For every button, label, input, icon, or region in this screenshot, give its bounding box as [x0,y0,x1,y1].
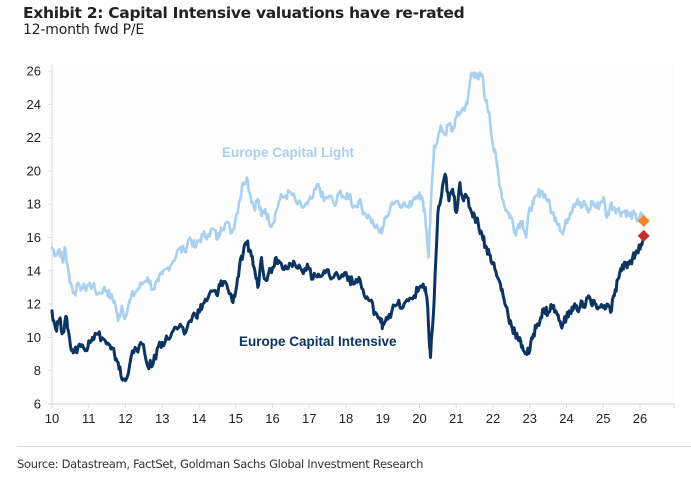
series-lines [50,71,646,383]
chart-title: Exhibit 2: Capital Intensive valuations … [23,4,465,22]
y-axis: 6 8 10 12 14 16 18 20 22 24 26 [27,64,53,412]
source-note: Source: Datastream, FactSet, Goldman Sac… [17,457,424,471]
series-line-europe-capital-intensive [50,172,646,383]
x-tick-label: 21 [449,411,463,426]
y-tick-label: 14 [27,263,41,278]
y-tick-label: 16 [27,230,41,245]
x-tick-label: 23 [523,411,537,426]
series-label-capital-light: Europe Capital Light [222,145,355,160]
x-tick-label: 18 [339,411,353,426]
end-markers [637,214,650,242]
y-tick-label: 22 [27,130,41,145]
end-marker-europe-capital-intensive [637,229,650,242]
y-tick-label: 18 [27,197,41,212]
x-tick-label: 22 [486,411,500,426]
x-tick-label: 11 [82,411,96,426]
y-tick-label: 20 [27,163,41,178]
end-marker-europe-capital-light [637,214,650,227]
x-tick-label: 25 [596,411,610,426]
y-tick-label: 6 [34,397,41,412]
x-tick-label: 19 [376,411,390,426]
x-tick-label: 12 [118,411,132,426]
chart-subtitle: 12-month fwd P/E [23,22,145,38]
x-tick-label: 26 [633,411,647,426]
x-tick-label: 20 [412,411,426,426]
x-tick-label: 15 [229,411,243,426]
y-tick-label: 10 [27,330,41,345]
y-tick-label: 12 [27,297,41,312]
x-tick-label: 13 [155,411,169,426]
series-line-europe-capital-light [50,71,645,323]
x-tick-label: 24 [559,411,573,426]
footer-divider [17,446,691,447]
plot-area [52,64,674,404]
x-tick-label: 14 [192,411,206,426]
x-tick-label: 17 [302,411,316,426]
y-tick-label: 26 [27,64,41,79]
x-tick-label: 10 [45,411,59,426]
y-tick-label: 8 [34,363,41,378]
x-axis: 10 11 12 13 14 15 16 17 18 19 20 21 22 23 24 25 26 [45,403,675,426]
x-tick-label: 16 [265,411,279,426]
y-tick-label: 24 [27,97,41,112]
series-label-capital-intensive: Europe Capital Intensive [239,334,397,349]
